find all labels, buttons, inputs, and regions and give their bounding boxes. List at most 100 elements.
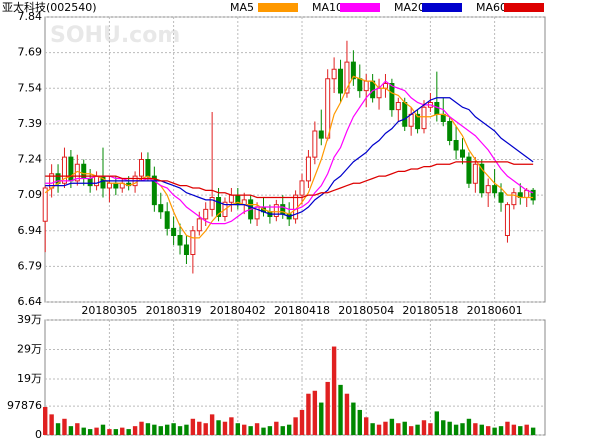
volume-bar [145,423,151,435]
volume-bar [139,421,144,435]
y-tick-label: 97876 [7,399,42,412]
x-tick-label: 20180402 [210,304,266,317]
volume-bar [312,390,318,435]
volume-bar [434,411,440,435]
volume-bar [81,427,86,435]
candle-body [94,175,100,187]
candle-body [447,121,453,141]
volume-bar [113,429,119,435]
volume-bar [485,426,491,435]
candle-body [203,208,209,220]
y-tick-label: 7.24 [18,153,43,166]
candle-body [228,194,234,203]
volume-bar [197,421,202,435]
volume-bar [68,426,74,435]
volume-bar [376,424,382,435]
volume-bar [274,421,279,435]
y-tick-label: 6.64 [18,295,43,308]
candle-body [350,61,356,80]
candle-body [530,189,536,201]
volume-bar [254,423,260,435]
candle-body [485,185,491,194]
volume-bar [107,429,112,435]
candle-body [472,163,478,184]
volume-bar [248,426,253,435]
volume-bar [447,421,452,435]
candle-body [344,61,350,94]
volume-bar [126,429,131,435]
volume-bar [389,418,395,435]
candle-body [498,192,504,203]
ma-line [45,97,534,218]
candle-body [492,185,498,194]
chart-title: 亚太科技(002540) [2,0,97,14]
volume-bar [338,384,343,435]
candle-body [183,244,189,255]
volume-bar [120,427,125,435]
volume-bar [216,420,221,435]
candle-body [453,140,459,151]
x-tick-label: 20180518 [402,304,458,317]
legend-swatch [504,3,544,12]
volume-bar [530,427,536,435]
legend-label: MA20 [394,1,425,14]
y-tick-label: 19万 [17,372,42,385]
candle-body [106,182,112,189]
legend-swatch [422,3,462,12]
candle-body [331,68,337,80]
x-tick-label: 20180305 [81,304,137,317]
volume-bar [280,426,285,435]
x-tick-label: 20180601 [467,304,523,317]
ma-line [44,75,534,239]
volume-bar [235,423,241,435]
volume-bar [184,424,189,435]
candle-body [479,163,485,194]
volume-bar [87,429,93,435]
volume-bar [171,423,176,435]
candle-body [216,197,222,217]
ma-line [45,161,534,199]
candle-body [325,78,331,139]
volume-bar [441,420,446,435]
volume-bar [299,409,305,435]
candle-body [190,230,196,255]
candle-body [305,156,311,182]
volume-bar [55,423,61,435]
y-tick-label: 7.39 [18,117,43,130]
volume-bar [94,427,99,435]
volume-bar [100,424,106,435]
volume-bar [344,393,350,435]
ma-line [45,80,534,225]
volume-bar [209,414,215,435]
candle-body [312,130,318,158]
volume-bar [357,409,362,435]
volume-bar [222,421,228,435]
volume-bar [306,393,311,435]
volume-bar [415,424,420,435]
legend-label: MA60 [476,1,507,14]
volume-bar [43,406,48,435]
candle-body [209,197,215,210]
candle-body [511,192,517,206]
candle-body [395,102,401,111]
volume-bar [479,424,484,435]
volume-bar [370,423,375,435]
candle-body [466,156,472,184]
y-tick-label: 7.84 [18,10,43,23]
candle-body [434,102,440,115]
candle-body [113,182,119,189]
candle-body [171,227,177,236]
volume-bar [242,424,247,435]
volume-bar [511,424,517,435]
candle-body [402,102,408,127]
y-tick-label: 7.69 [18,46,43,59]
volume-bar [164,424,170,435]
volume-bar [460,423,465,435]
candle-body [370,80,376,99]
volume-bar [75,423,80,435]
candle-body [61,156,67,184]
volume-bar [152,424,157,435]
volume-bar [492,427,497,435]
volume-bar [428,423,433,435]
